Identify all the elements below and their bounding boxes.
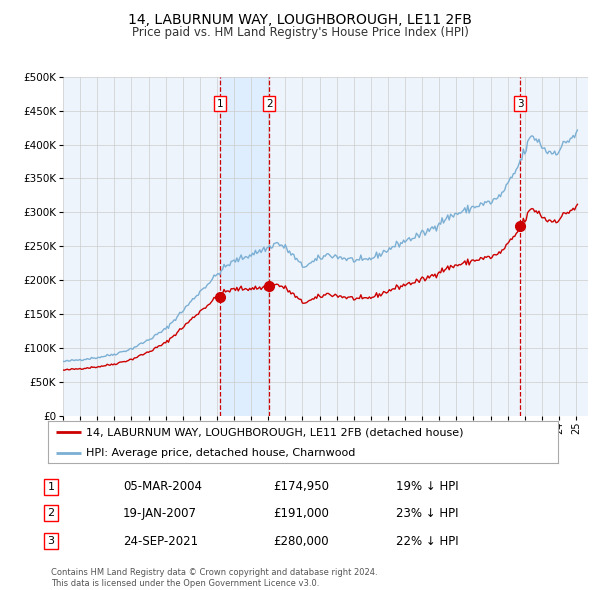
Text: 22% ↓ HPI: 22% ↓ HPI	[396, 535, 458, 548]
Text: 1: 1	[47, 482, 55, 491]
Text: 2: 2	[266, 99, 272, 109]
Text: 23% ↓ HPI: 23% ↓ HPI	[396, 507, 458, 520]
Text: 24-SEP-2021: 24-SEP-2021	[123, 535, 198, 548]
Text: £280,000: £280,000	[273, 535, 329, 548]
Text: Price paid vs. HM Land Registry's House Price Index (HPI): Price paid vs. HM Land Registry's House …	[131, 26, 469, 39]
Text: 14, LABURNUM WAY, LOUGHBOROUGH, LE11 2FB: 14, LABURNUM WAY, LOUGHBOROUGH, LE11 2FB	[128, 13, 472, 27]
Text: £174,950: £174,950	[273, 480, 329, 493]
Text: 19% ↓ HPI: 19% ↓ HPI	[396, 480, 458, 493]
Text: 3: 3	[517, 99, 523, 109]
Text: 2: 2	[47, 509, 55, 518]
Text: 3: 3	[47, 536, 55, 546]
Bar	[220, 77, 269, 416]
Text: 19-JAN-2007: 19-JAN-2007	[123, 507, 197, 520]
Text: Contains HM Land Registry data © Crown copyright and database right 2024.
This d: Contains HM Land Registry data © Crown c…	[51, 568, 377, 588]
Text: 14, LABURNUM WAY, LOUGHBOROUGH, LE11 2FB (detached house): 14, LABURNUM WAY, LOUGHBOROUGH, LE11 2FB…	[86, 427, 464, 437]
Text: HPI: Average price, detached house, Charnwood: HPI: Average price, detached house, Char…	[86, 448, 356, 457]
Text: £191,000: £191,000	[273, 507, 329, 520]
Text: 1: 1	[217, 99, 223, 109]
Text: 05-MAR-2004: 05-MAR-2004	[123, 480, 202, 493]
